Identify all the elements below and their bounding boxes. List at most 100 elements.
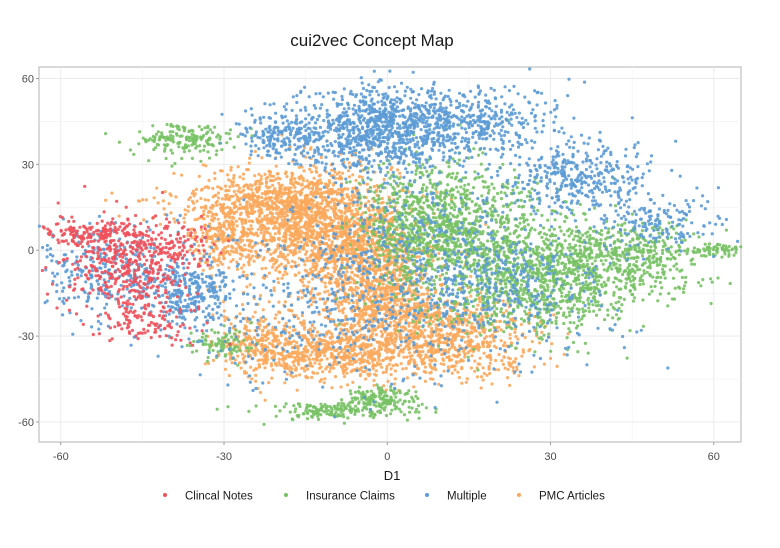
data-point: [316, 235, 320, 239]
data-point: [298, 216, 302, 220]
data-point: [462, 349, 466, 354]
data-point: [240, 219, 244, 223]
data-point: [310, 244, 314, 248]
data-point: [253, 351, 257, 355]
data-point: [199, 228, 203, 232]
data-point: [244, 371, 249, 375]
data-point: [217, 256, 221, 260]
data-point: [271, 183, 275, 187]
data-point: [333, 323, 337, 327]
data-point: [502, 355, 506, 359]
data-point: [292, 220, 296, 224]
data-point: [345, 192, 349, 197]
data-point: [356, 243, 360, 247]
data-point: [327, 178, 331, 183]
data-point: [324, 198, 328, 202]
data-point: [283, 270, 287, 274]
data-point: [213, 177, 217, 181]
data-point: [469, 274, 473, 278]
data-point: [158, 222, 162, 226]
data-point: [237, 199, 241, 203]
data-point: [411, 293, 415, 297]
data-point: [318, 358, 323, 363]
data-point: [192, 194, 196, 198]
data-point: [240, 303, 245, 307]
data-point: [469, 294, 473, 298]
data-point: [319, 181, 323, 185]
data-point: [251, 206, 255, 210]
data-point: [369, 313, 373, 317]
data-point: [482, 371, 486, 376]
data-point: [316, 250, 321, 254]
data-point: [361, 370, 365, 374]
data-point: [167, 202, 171, 206]
data-point: [349, 323, 353, 327]
data-point: [470, 322, 474, 326]
data-point: [434, 348, 438, 352]
data-point: [345, 371, 349, 375]
data-point: [302, 206, 306, 210]
data-point: [450, 345, 454, 349]
data-point: [283, 217, 287, 222]
data-point: [314, 218, 318, 223]
data-point: [316, 190, 320, 194]
data-point: [492, 339, 496, 343]
data-point: [289, 186, 293, 190]
data-point: [299, 174, 303, 178]
data-point: [243, 354, 247, 358]
data-point: [356, 203, 360, 207]
data-point: [291, 360, 295, 364]
data-point: [254, 379, 258, 383]
data-point: [280, 207, 284, 211]
data-point: [385, 213, 389, 217]
data-point: [389, 334, 393, 338]
data-point: [259, 177, 263, 181]
data-point: [387, 342, 391, 346]
data-point: [256, 179, 260, 183]
data-point: [306, 236, 310, 241]
data-point: [452, 333, 456, 337]
data-point: [296, 359, 300, 363]
data-point: [408, 347, 412, 351]
data-point: [303, 185, 307, 189]
data-point: [359, 351, 363, 355]
data-point: [337, 170, 341, 174]
data-point: [384, 341, 388, 345]
data-point: [285, 175, 289, 179]
data-point: [182, 216, 186, 220]
data-point: [262, 358, 266, 362]
data-point: [358, 312, 362, 316]
data-point: [338, 200, 343, 204]
data-point: [313, 253, 317, 258]
data-point: [530, 340, 534, 344]
data-point: [311, 187, 315, 191]
data-point: [289, 179, 293, 183]
data-point: [238, 245, 242, 249]
data-point: [314, 268, 318, 272]
data-point: [311, 262, 315, 266]
data-point: [304, 252, 308, 256]
data-point: [306, 184, 310, 188]
data-point: [168, 192, 172, 196]
data-point: [387, 195, 391, 199]
data-point: [330, 197, 334, 201]
data-point: [252, 259, 256, 263]
data-point: [235, 183, 239, 187]
data-point: [313, 190, 318, 194]
data-point: [393, 377, 397, 381]
data-point: [247, 219, 251, 223]
data-point: [275, 219, 279, 223]
data-point: [325, 357, 329, 361]
data-point: [271, 191, 275, 195]
data-point: [353, 323, 357, 328]
data-point: [379, 272, 383, 276]
data-point: [341, 171, 345, 175]
data-point: [204, 164, 208, 168]
data-point: [339, 339, 343, 343]
data-point: [336, 352, 340, 356]
data-point: [186, 205, 190, 209]
data-point: [374, 333, 378, 337]
data-point: [210, 214, 214, 218]
data-point: [306, 198, 310, 202]
data-point: [358, 247, 362, 251]
